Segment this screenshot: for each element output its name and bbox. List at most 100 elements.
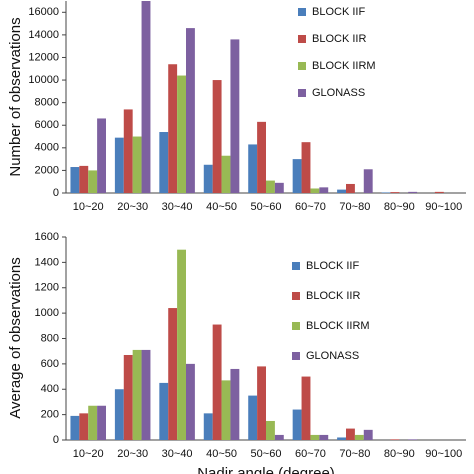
x-tick-label: 60~70 bbox=[295, 201, 326, 213]
x-tick-label: 60~70 bbox=[295, 448, 326, 460]
bar bbox=[408, 439, 418, 440]
y-tick-label: 800 bbox=[41, 332, 59, 344]
bar bbox=[97, 118, 106, 193]
legend-swatch bbox=[298, 8, 306, 16]
y-tick-label: 4000 bbox=[35, 142, 59, 154]
y-axis-label: Average of observations bbox=[7, 257, 24, 419]
legend-label: BLOCK IIRM bbox=[306, 320, 370, 332]
bar bbox=[292, 409, 302, 440]
bar bbox=[301, 142, 311, 193]
x-tick-label: 20~30 bbox=[117, 448, 148, 460]
bar bbox=[248, 144, 258, 193]
bar bbox=[97, 405, 106, 440]
y-tick-label: 2000 bbox=[35, 164, 59, 176]
bar bbox=[310, 188, 320, 193]
legend-label: GLONASS bbox=[306, 350, 359, 362]
legend-label: BLOCK IIF bbox=[312, 6, 365, 18]
bar bbox=[79, 165, 89, 193]
bar bbox=[266, 420, 275, 440]
bar bbox=[203, 413, 213, 440]
y-tick-label: 400 bbox=[41, 383, 59, 395]
bar bbox=[79, 413, 89, 440]
bar bbox=[123, 354, 133, 440]
bar bbox=[141, 349, 151, 440]
legend-label: BLOCK IIRM bbox=[312, 60, 376, 72]
x-tick-label: 80~90 bbox=[384, 201, 415, 213]
bar bbox=[354, 434, 364, 440]
bar bbox=[434, 191, 444, 193]
bar bbox=[186, 363, 195, 440]
bar bbox=[203, 164, 213, 193]
bar bbox=[132, 349, 142, 440]
bar bbox=[159, 382, 169, 440]
x-tick-label: 80~90 bbox=[384, 448, 415, 460]
x-tick-label: 90~100 bbox=[425, 201, 462, 213]
bar bbox=[70, 415, 80, 440]
y-tick-label: 1200 bbox=[35, 282, 59, 294]
bar bbox=[337, 189, 346, 193]
y-tick-label: 600 bbox=[41, 358, 59, 370]
legend-swatch bbox=[292, 352, 300, 360]
bar bbox=[310, 434, 320, 440]
bar bbox=[346, 183, 355, 193]
legend-swatch bbox=[298, 62, 306, 70]
bar bbox=[346, 428, 355, 440]
bar bbox=[266, 180, 275, 193]
y-tick-label: 1000 bbox=[35, 307, 59, 319]
y-tick-label: 0 bbox=[53, 187, 59, 199]
legend-label: BLOCK IIR bbox=[312, 33, 366, 45]
bar bbox=[257, 121, 266, 193]
x-tick-label: 40~50 bbox=[206, 448, 237, 460]
y-tick-label: 1600 bbox=[35, 231, 59, 243]
bar bbox=[301, 376, 311, 440]
bar bbox=[363, 429, 373, 440]
bar bbox=[337, 437, 346, 440]
x-tick-label: 90~100 bbox=[425, 448, 462, 460]
bar bbox=[292, 159, 302, 193]
x-tick-label: 70~80 bbox=[339, 448, 370, 460]
bar bbox=[159, 132, 169, 193]
legend-swatch bbox=[298, 89, 306, 97]
bar bbox=[212, 324, 222, 440]
bar bbox=[177, 75, 186, 193]
bar bbox=[390, 439, 400, 440]
bar bbox=[274, 434, 284, 440]
legend-swatch bbox=[298, 35, 306, 43]
bar bbox=[257, 366, 266, 440]
x-tick-label: 40~50 bbox=[206, 201, 237, 213]
bar bbox=[274, 182, 284, 193]
bar bbox=[230, 39, 240, 194]
y-axis-label: Number of observations bbox=[7, 17, 24, 176]
bar bbox=[132, 136, 142, 193]
x-tick-label: 10~20 bbox=[73, 201, 104, 213]
legend-label: GLONASS bbox=[312, 87, 365, 99]
y-tick-label: 10000 bbox=[28, 74, 59, 86]
y-tick-label: 8000 bbox=[35, 97, 59, 109]
bar bbox=[363, 169, 373, 193]
bar bbox=[390, 192, 400, 193]
bar bbox=[70, 167, 80, 193]
bar bbox=[381, 192, 391, 193]
y-tick-label: 200 bbox=[41, 409, 59, 421]
legend-swatch bbox=[292, 262, 300, 270]
y-tick-label: 1400 bbox=[35, 256, 59, 268]
bar bbox=[123, 109, 133, 193]
y-tick-label: 0 bbox=[53, 434, 59, 446]
y-tick-label: 6000 bbox=[35, 119, 59, 131]
legend-swatch bbox=[292, 322, 300, 330]
bar bbox=[212, 80, 222, 193]
legend-swatch bbox=[292, 292, 300, 300]
x-tick-label: 30~40 bbox=[162, 201, 193, 213]
y-tick-label: 16000 bbox=[28, 6, 59, 18]
bar bbox=[221, 380, 231, 440]
bar bbox=[88, 405, 98, 440]
bar bbox=[319, 434, 329, 440]
bar bbox=[177, 249, 186, 440]
bar bbox=[141, 1, 151, 193]
x-tick-label: 20~30 bbox=[117, 201, 148, 213]
legend-label: BLOCK IIR bbox=[306, 290, 360, 302]
bar bbox=[114, 137, 124, 193]
bar bbox=[168, 64, 178, 193]
legend-label: BLOCK IIF bbox=[306, 260, 359, 272]
bar bbox=[408, 191, 418, 193]
